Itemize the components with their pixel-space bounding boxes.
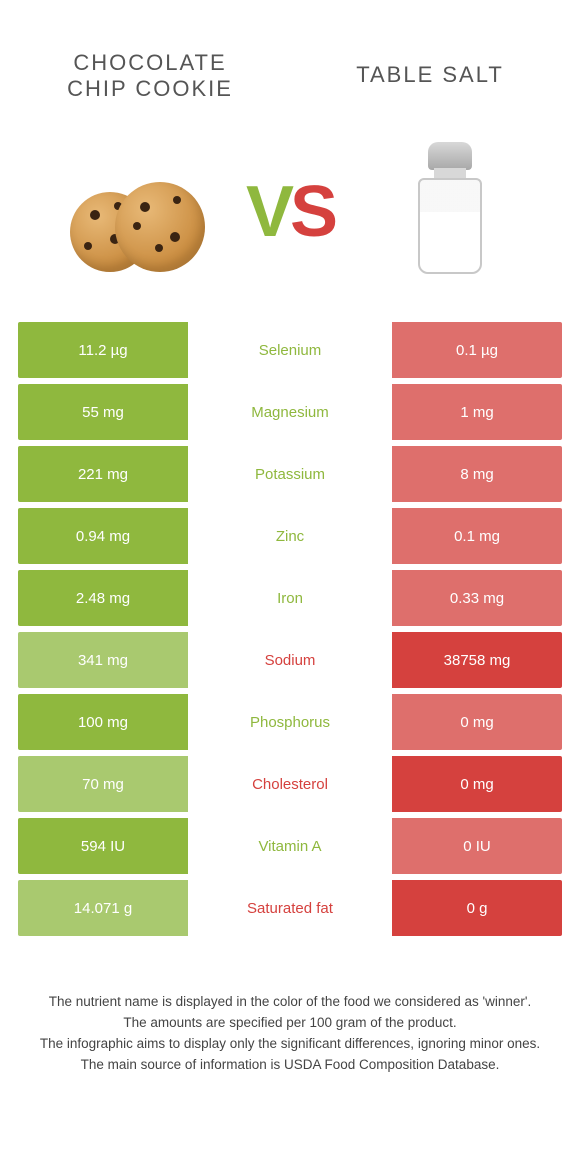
nutrient-label: Phosphorus: [188, 694, 392, 750]
vs-v: V: [246, 171, 290, 253]
table-row: 221 mgPotassium8 mg: [18, 446, 562, 502]
right-value-cell: 0 g: [392, 880, 562, 936]
left-value-cell: 55 mg: [18, 384, 188, 440]
nutrient-label: Vitamin A: [188, 818, 392, 874]
nutrient-label: Selenium: [188, 322, 392, 378]
table-row: 594 IUVitamin A0 IU: [18, 818, 562, 874]
nutrient-label: Potassium: [188, 446, 392, 502]
left-value-cell: 14.071 g: [18, 880, 188, 936]
footer-line: The main source of information is USDA F…: [28, 1055, 552, 1076]
table-row: 100 mgPhosphorus0 mg: [18, 694, 562, 750]
right-value-cell: 1 mg: [392, 384, 562, 440]
right-value-cell: 0 mg: [392, 756, 562, 812]
left-value-cell: 594 IU: [18, 818, 188, 874]
nutrient-label: Cholesterol: [188, 756, 392, 812]
left-value-cell: 100 mg: [18, 694, 188, 750]
nutrient-label: Saturated fat: [188, 880, 392, 936]
left-food-title: CHOCOLATE CHIP COOKIE: [50, 50, 250, 102]
footer-line: The nutrient name is displayed in the co…: [28, 992, 552, 1013]
right-value-cell: 8 mg: [392, 446, 562, 502]
table-row: 70 mgCholesterol0 mg: [18, 756, 562, 812]
right-value-cell: 38758 mg: [392, 632, 562, 688]
left-value-cell: 221 mg: [18, 446, 188, 502]
right-value-cell: 0.1 µg: [392, 322, 562, 378]
nutrient-label: Magnesium: [188, 384, 392, 440]
table-row: 11.2 µgSelenium0.1 µg: [18, 322, 562, 378]
left-value-cell: 341 mg: [18, 632, 188, 688]
left-value-cell: 2.48 mg: [18, 570, 188, 626]
table-row: 55 mgMagnesium1 mg: [18, 384, 562, 440]
table-row: 14.071 gSaturated fat0 g: [18, 880, 562, 936]
footer-line: The amounts are specified per 100 gram o…: [28, 1013, 552, 1034]
right-value-cell: 0.33 mg: [392, 570, 562, 626]
right-value-cell: 0.1 mg: [392, 508, 562, 564]
right-value-cell: 0 mg: [392, 694, 562, 750]
vs-s: S: [290, 171, 334, 253]
right-food-title: TABLE SALT: [330, 50, 530, 88]
nutrient-table: 11.2 µgSelenium0.1 µg 55 mgMagnesium1 mg 2…: [0, 322, 580, 936]
footer-line: The infographic aims to display only the…: [28, 1034, 552, 1055]
table-row: 0.94 mgZinc0.1 mg: [18, 508, 562, 564]
left-value-cell: 11.2 µg: [18, 322, 188, 378]
table-row: 2.48 mgIron0.33 mg: [18, 570, 562, 626]
table-row: 341 mgSodium38758 mg: [18, 632, 562, 688]
left-value-cell: 70 mg: [18, 756, 188, 812]
cookie-icon: [40, 132, 220, 292]
salt-shaker-icon: [360, 132, 540, 292]
right-value-cell: 0 IU: [392, 818, 562, 874]
comparison-images: VS: [0, 112, 580, 322]
vs-label: VS: [246, 171, 334, 253]
nutrient-label: Sodium: [188, 632, 392, 688]
left-value-cell: 0.94 mg: [18, 508, 188, 564]
footer-notes: The nutrient name is displayed in the co…: [0, 942, 580, 1076]
nutrient-label: Iron: [188, 570, 392, 626]
nutrient-label: Zinc: [188, 508, 392, 564]
